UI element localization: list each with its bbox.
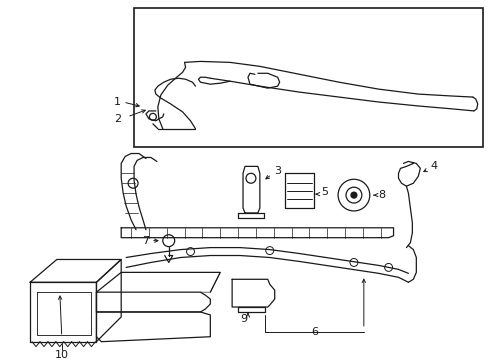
- Circle shape: [350, 192, 356, 198]
- Text: 2: 2: [114, 114, 121, 124]
- Text: 7: 7: [142, 236, 149, 246]
- Text: 4: 4: [429, 161, 436, 171]
- Text: 9: 9: [240, 314, 246, 324]
- Text: 3: 3: [273, 166, 280, 176]
- Bar: [134, 8, 482, 147]
- Text: 10: 10: [55, 350, 69, 360]
- Text: 8: 8: [378, 190, 385, 200]
- Text: 5: 5: [321, 187, 327, 197]
- Text: 1: 1: [114, 97, 121, 107]
- Text: 6: 6: [310, 327, 317, 337]
